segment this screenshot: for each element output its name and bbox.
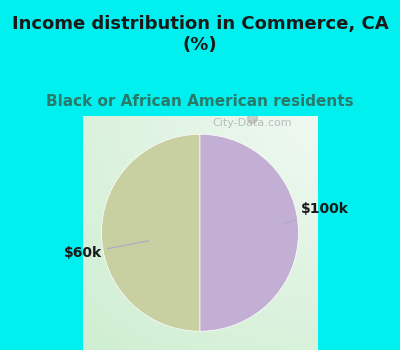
- Wedge shape: [200, 134, 298, 331]
- Text: City-Data.com: City-Data.com: [212, 118, 292, 128]
- Text: Black or African American residents: Black or African American residents: [46, 94, 354, 109]
- Text: $60k: $60k: [64, 241, 148, 260]
- Text: Income distribution in Commerce, CA
(%): Income distribution in Commerce, CA (%): [12, 15, 388, 54]
- Wedge shape: [102, 134, 200, 331]
- Text: $100k: $100k: [282, 202, 349, 224]
